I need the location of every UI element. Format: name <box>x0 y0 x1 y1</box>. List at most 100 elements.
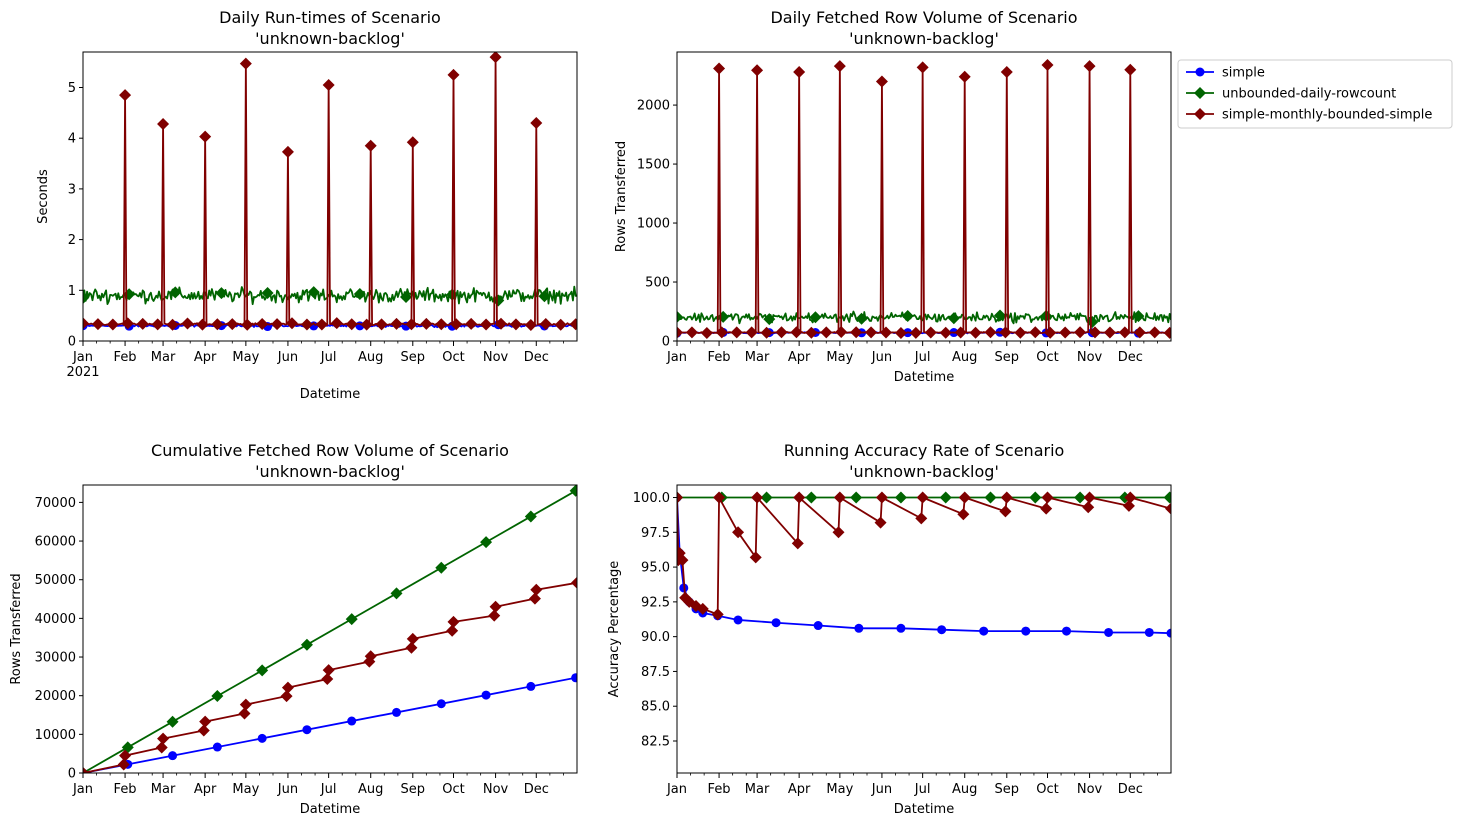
chart-title: 'unknown-backlog' <box>849 29 999 48</box>
data-point <box>169 286 182 299</box>
data-point <box>894 327 907 340</box>
y-tick-label: 4 <box>68 132 76 147</box>
legend-frame <box>1177 59 1453 129</box>
y-axis-label: Rows Transferred <box>9 573 24 684</box>
data-point <box>347 716 357 726</box>
data-point <box>256 664 269 677</box>
data-point <box>375 318 388 331</box>
x-tick-label: Dec <box>524 782 549 797</box>
plot-area <box>83 52 577 332</box>
data-point <box>1021 626 1031 636</box>
data-point <box>480 318 493 331</box>
x-tick-label: Jul <box>914 350 931 365</box>
y-tick-label: 30000 <box>35 651 76 666</box>
x-tick-label: Aug <box>952 782 977 797</box>
data-point <box>321 673 334 686</box>
data-point <box>763 313 776 326</box>
x-tick-label: Dec <box>524 350 549 365</box>
data-point <box>677 310 683 323</box>
data-point <box>677 491 683 504</box>
data-point <box>1104 627 1114 637</box>
data-point <box>212 742 222 752</box>
data-point <box>1163 326 1171 339</box>
data-point <box>1148 326 1161 339</box>
series-line-3 <box>83 56 577 327</box>
chart-title: Daily Fetched Row Volume of Scenario <box>770 8 1077 27</box>
data-point <box>793 66 806 79</box>
data-point <box>793 491 806 504</box>
y-tick-label: 40000 <box>35 612 76 627</box>
data-point <box>481 690 491 700</box>
data-point <box>1000 66 1013 79</box>
data-point <box>226 318 239 331</box>
data-point <box>1144 627 1154 637</box>
data-point <box>813 621 823 631</box>
series-line-3 <box>677 496 1171 616</box>
data-point <box>713 491 726 504</box>
x-tick-label: Sep <box>995 782 1020 797</box>
series-line-1 <box>83 676 577 773</box>
data-point <box>330 317 343 330</box>
x-tick-label: Jan <box>666 350 687 365</box>
data-point <box>166 318 179 331</box>
legend-marker <box>1194 87 1206 99</box>
data-point <box>1103 326 1116 339</box>
data-point <box>1074 491 1087 504</box>
legend-entry: simple-monthly-bounded-simple <box>1186 108 1432 123</box>
data-point <box>300 638 313 651</box>
data-point <box>677 326 683 339</box>
data-point <box>833 60 846 73</box>
axes-frame <box>82 484 578 774</box>
data-point <box>509 318 522 331</box>
x-tick-label: Sep <box>995 350 1020 365</box>
data-point <box>83 767 89 773</box>
data-point <box>1118 326 1131 339</box>
x-axis-label: Datetime <box>300 802 360 817</box>
data-point <box>751 491 764 504</box>
x-tick-label: Jan <box>72 350 93 365</box>
data-point <box>117 758 130 771</box>
y-axis-label: Rows Transferred <box>614 141 629 252</box>
data-point <box>880 326 892 339</box>
data-point <box>958 491 971 504</box>
data-point <box>406 136 419 149</box>
x-tick-label: Mar <box>745 350 770 365</box>
plot-area <box>83 485 577 773</box>
data-point <box>465 317 478 330</box>
data-point <box>155 741 168 754</box>
data-point <box>771 618 781 628</box>
y-tick-label: 3 <box>68 182 76 197</box>
data-point <box>1083 491 1096 504</box>
legend-entry: simple <box>1186 66 1265 81</box>
subplot-1: 0 1 2 3 4 5 Jan Feb Mar Apr May Jun Jul Aug Sep Oct Nov D… <box>36 8 578 402</box>
subplot-4: 82.5 85.0 87.5 90.0 92.5 95.0 97.5 100.0 Jan Feb M… <box>607 441 1172 817</box>
data-point <box>875 75 888 88</box>
data-point <box>211 318 224 331</box>
x-tick-label: Jul <box>320 350 337 365</box>
data-point <box>446 624 459 637</box>
data-point <box>1000 491 1013 504</box>
data-point <box>957 508 970 521</box>
series-markers-3 <box>83 52 577 332</box>
data-point <box>1163 491 1171 504</box>
data-point <box>1166 628 1171 638</box>
data-point <box>874 516 887 529</box>
x-axis-label: Datetime <box>300 387 360 402</box>
data-point <box>969 326 982 339</box>
data-point <box>528 592 541 605</box>
y-tick-label: 0 <box>662 335 670 350</box>
data-point <box>1029 326 1042 339</box>
data-point <box>916 491 929 504</box>
data-point <box>805 326 818 339</box>
data-point <box>271 318 284 331</box>
data-point <box>91 318 104 331</box>
data-point <box>554 318 567 331</box>
data-point <box>979 626 989 636</box>
data-point <box>405 318 418 331</box>
plot-area <box>677 58 1171 340</box>
data-point <box>999 505 1012 518</box>
data-point <box>157 732 170 745</box>
data-point <box>1124 63 1137 76</box>
data-point <box>730 326 743 339</box>
series-markers-1 <box>83 673 577 773</box>
